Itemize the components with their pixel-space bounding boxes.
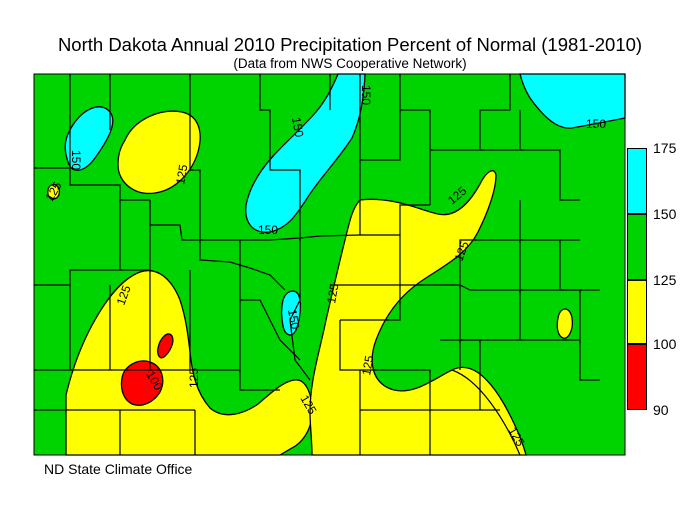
region-150-northeast [519, 73, 626, 129]
legend-tick-150: 150 [653, 206, 677, 222]
contour-label-group: 150 150 150 150 125 150 125 125 125 125 … [42, 85, 606, 449]
region-150-north-central [245, 73, 366, 233]
map-subtitle: (Data from NWS Cooperative Network) [233, 56, 467, 71]
contour-label: 125 [114, 283, 134, 307]
legend-tick-90: 90 [653, 402, 669, 418]
contour-label: 150 [69, 150, 83, 170]
contour-label: 150 [258, 223, 278, 237]
county-boundaries [34, 74, 600, 455]
legend-tick-175: 175 [653, 140, 677, 156]
contour-label: 150 [285, 308, 302, 330]
legend-band-150-175 [627, 148, 647, 214]
legend-band-100-125 [627, 280, 647, 344]
region-125-central-south [309, 170, 527, 456]
state-outline [33, 73, 626, 456]
contour-lines [451, 369, 521, 456]
color-legend: 175 150 125 100 90 [627, 141, 676, 417]
contour-label: 125 [187, 368, 201, 388]
region-125-east-small [556, 308, 574, 339]
region-100-small [157, 333, 174, 359]
legend-tick-125: 125 [653, 272, 677, 288]
contour-label: 125 [452, 239, 472, 263]
region-125-north [117, 110, 201, 195]
legend-band-125-150 [627, 214, 647, 280]
region-150-central [280, 290, 302, 336]
contour-label: 125 [173, 163, 190, 185]
contour-label: 150 [359, 85, 373, 105]
region-150-northwest [64, 106, 114, 171]
region-125-small-west [47, 183, 61, 200]
legend-band-90-100 [627, 344, 647, 410]
region-100-southwest [120, 360, 164, 406]
region-125-southwest [65, 270, 313, 456]
legend-tick-100: 100 [653, 336, 677, 352]
map-title: North Dakota Annual 2010 Precipitation P… [57, 34, 643, 55]
contour-label: 150 [289, 116, 306, 138]
credit-text: ND State Climate Office [44, 461, 193, 477]
contour-label: 150 [586, 117, 606, 131]
contour-label: 125 [359, 354, 376, 376]
contour-label: 125 [324, 282, 341, 304]
